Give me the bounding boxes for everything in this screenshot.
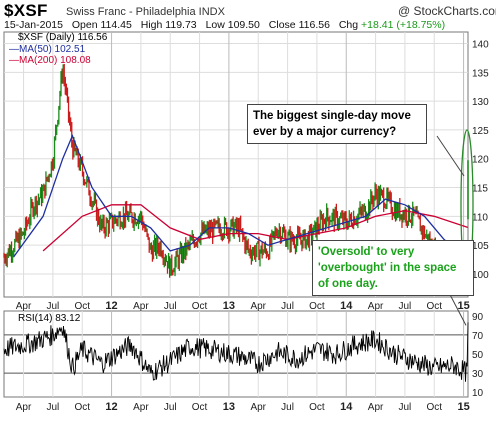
price-x-tick-label: Apr — [16, 301, 32, 312]
rsi-x-tick-label: Apr — [16, 402, 32, 413]
quote-line: 15-Jan-2015 Open 114.45 High 119.73 Low … — [4, 19, 445, 31]
close-label: Close — [268, 19, 296, 31]
price-y-tick-label: 140 — [472, 40, 489, 51]
quote-date: 15-Jan-2015 — [4, 19, 63, 31]
price-x-tick-label: Jul — [281, 301, 294, 312]
rsi-x-tick-label: 12 — [105, 401, 117, 413]
price-x-tick-label: 13 — [223, 300, 235, 312]
legend-rsi: RSI(14) 83.12 — [18, 313, 80, 324]
price-x-tick-label: 12 — [105, 300, 117, 312]
legend-rsi-text: RSI(14) 83.12 — [18, 313, 81, 324]
high-label: High — [140, 19, 163, 31]
brand-logo: @ StockCharts.com — [398, 4, 496, 18]
price-x-tick-label: Jul — [164, 301, 177, 312]
price-x-tick-label: Oct — [426, 301, 442, 312]
legend-ma200-text: MA(200) 108.08 — [19, 55, 91, 66]
rsi-x-tick-label: Oct — [74, 402, 90, 413]
rsi-x-tick-label: 14 — [340, 401, 353, 413]
price-y-tick-label: 100 — [472, 270, 489, 281]
price-y-tick-label: 130 — [472, 97, 489, 108]
price-x-tick-label: Apr — [368, 301, 384, 312]
callout-biggest-move: The biggest single-day move ever by a ma… — [247, 104, 427, 144]
rsi-x-tick-label: Jul — [46, 402, 59, 413]
legend-price: $XSF (Daily) 116.56 — [18, 32, 107, 43]
price-x-tick-label: Oct — [74, 301, 90, 312]
rsi-x-tick-label: Jul — [164, 402, 177, 413]
close-value: 116.56 — [298, 19, 330, 31]
open-label: Open — [71, 19, 98, 31]
chg-label: Chg — [338, 19, 359, 31]
legend-price-text: $XSF (Daily) 116.56 — [18, 32, 108, 43]
legend-ma50: —MA(50) 102.51 — [9, 44, 85, 55]
price-x-tick-label: Apr — [250, 301, 266, 312]
rsi-y-tick-label: 90 — [472, 312, 484, 323]
price-x-tick-label: Oct — [192, 301, 208, 312]
security-name: Swiss Franc - Philadelphia INDX — [66, 6, 225, 18]
price-y-tick-label: 120 — [472, 155, 489, 166]
rsi-x-tick-label: Apr — [368, 402, 384, 413]
rsi-y-tick-label: 10 — [472, 388, 484, 399]
legend-ma50-swatch: — — [9, 44, 19, 55]
price-x-tick-label: Jul — [399, 301, 412, 312]
legend-ma50-text: MA(50) 102.51 — [19, 44, 86, 55]
price-x-tick-label: Apr — [133, 301, 149, 312]
rsi-x-tick-label: 15 — [457, 401, 469, 413]
legend-ma200: —MA(200) 108.08 — [9, 55, 91, 66]
legend-ma200-swatch: — — [9, 55, 19, 66]
symbol-title: $XSF — [4, 1, 48, 20]
price-y-tick-label: 105 — [472, 241, 489, 252]
price-x-tick-label: Oct — [309, 301, 325, 312]
rsi-line — [3, 322, 469, 382]
rsi-x-tick-label: Apr — [133, 402, 149, 413]
rsi-x-tick-label: Oct — [309, 402, 325, 413]
callout-oversold: 'Oversold' to very 'overbought' in the s… — [312, 240, 474, 296]
rsi-y-tick-label: 30 — [472, 369, 484, 380]
low-value: 109.50 — [227, 19, 260, 31]
price-y-tick-label: 135 — [472, 68, 489, 79]
rsi-y-tick-label: 50 — [472, 350, 484, 361]
price-x-tick-label: Jul — [46, 301, 59, 312]
rsi-x-tick-label: Oct — [426, 402, 442, 413]
rsi-y-tick-label: 70 — [472, 331, 484, 342]
rsi-x-tick-label: Oct — [192, 402, 208, 413]
price-y-tick-label: 115 — [472, 184, 488, 195]
rsi-x-tick-label: Jul — [281, 402, 294, 413]
chg-value: +18.41 (+18.75%) — [361, 19, 446, 31]
callout-top-arrow — [436, 135, 465, 177]
price-y-tick-label: 110 — [472, 212, 488, 223]
open-value: 114.45 — [100, 19, 132, 31]
rsi-x-tick-label: 13 — [223, 401, 235, 413]
price-x-tick-label: 14 — [340, 300, 353, 312]
rsi-x-tick-label: Jul — [399, 402, 412, 413]
ma200-line — [42, 204, 468, 252]
price-y-tick-label: 125 — [472, 126, 489, 137]
rsi-x-tick-label: Apr — [250, 402, 266, 413]
high-value: 119.73 — [165, 19, 197, 31]
ma50-line — [13, 133, 469, 260]
low-label: Low — [205, 19, 225, 31]
price-x-tick-label: 15 — [457, 300, 469, 312]
